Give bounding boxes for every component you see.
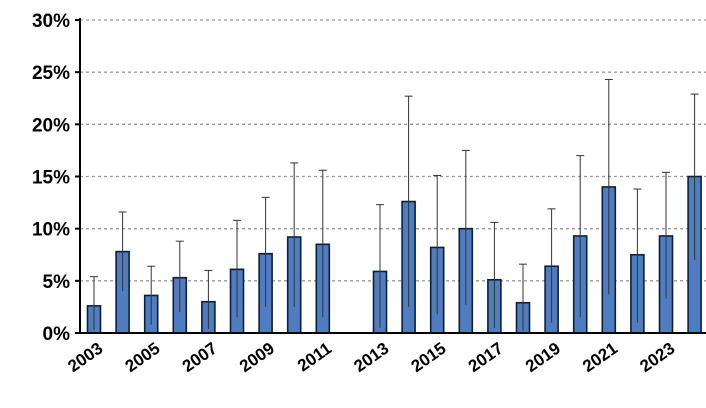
x-tick-label-2021: 2021 [579, 339, 621, 376]
axes [75, 18, 706, 334]
x-tick-label-2017: 2017 [465, 339, 507, 376]
y-tick-label-25pct: 25% [32, 63, 70, 84]
x-tick-label-2007: 2007 [179, 339, 221, 376]
y-tick-label-5pct: 5% [43, 272, 71, 293]
error-bar-2016 [461, 149, 470, 305]
error-bar-2017 [490, 221, 499, 328]
y-tick-label-30pct: 30% [32, 11, 70, 32]
error-bar-2005 [147, 265, 156, 325]
x-tick-label-2003: 2003 [64, 339, 106, 376]
error-bar-2004 [118, 211, 127, 292]
error-bar-2023 [662, 171, 670, 299]
gridlines [80, 19, 706, 282]
x-tick-label-2019: 2019 [522, 339, 564, 376]
x-tick-label-2005: 2005 [122, 339, 164, 376]
y-tick-label-0pct: 0% [43, 324, 71, 345]
x-axis-tick-labels: 2003 2005 2007 2009 2011 2013 2015 2017 2019 2021… [64, 339, 678, 376]
error-bar-2013 [376, 204, 384, 328]
x-tick-label-2009: 2009 [236, 339, 278, 376]
x-tick-label-2023: 2023 [636, 339, 678, 376]
error-bar-2018 [519, 263, 527, 331]
x-tick-label-2015: 2015 [408, 339, 450, 376]
error-bar-2019 [547, 208, 556, 323]
error-bar-2006 [175, 240, 184, 313]
y-tick-label-10pct: 10% [32, 220, 70, 241]
error-bar-2010 [290, 162, 299, 307]
error-bar-2020 [576, 155, 585, 318]
error-bar-2015 [433, 174, 442, 315]
error-bar-2021 [604, 78, 613, 295]
y-axis-tick-labels: 0% 5% 10% 15% 20% 25% 30% [32, 11, 70, 345]
error-bar-2009 [261, 196, 270, 307]
error-bar-2022 [633, 188, 642, 323]
error-bar-2003 [90, 276, 98, 330]
error-bar-2008 [233, 219, 241, 318]
y-tick-label-20pct: 20% [32, 115, 70, 136]
x-tick-label-2011: 2011 [294, 339, 335, 376]
x-tick-label-2013: 2013 [350, 339, 392, 376]
error-bar-2024 [690, 93, 699, 260]
error-bars-group [90, 78, 699, 331]
error-bar-2014 [404, 95, 413, 307]
error-bar-2011 [318, 169, 327, 318]
error-bar-2007 [204, 269, 213, 329]
y-tick-label-15pct: 15% [32, 168, 70, 189]
